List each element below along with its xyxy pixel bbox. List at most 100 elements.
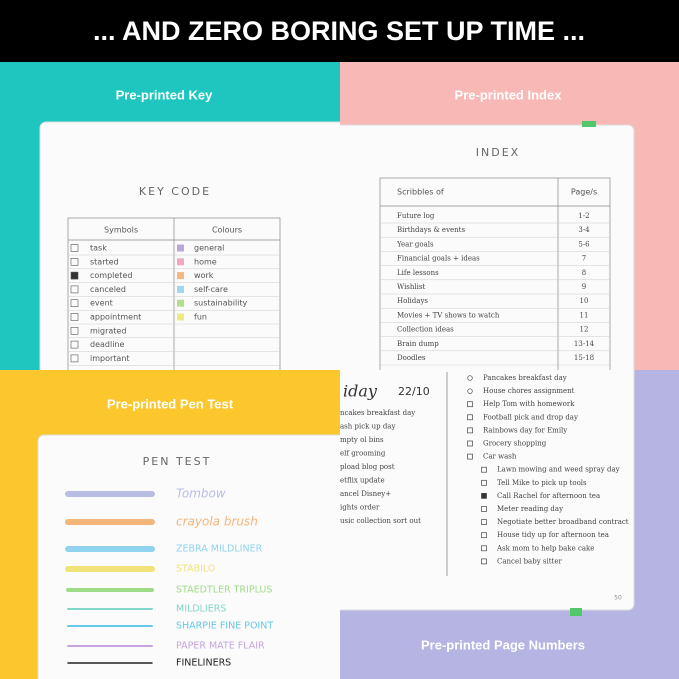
group: PEN TEST Tombow crayola brush ZEBRA MILDLIN… <box>65 455 273 669</box>
task: ncakes breakfast day <box>340 409 415 417</box>
task: House tidy up for afternoon tea <box>497 531 609 539</box>
daily-page <box>340 370 635 616</box>
table-header: Symbols <box>104 226 138 235</box>
symbol-name: important <box>90 354 130 363</box>
symbol-name: completed <box>90 271 132 280</box>
task: ash pick up day <box>340 423 395 431</box>
index-entry: Year goals <box>396 240 434 248</box>
task: Tell Mike to pick up tools <box>497 479 587 487</box>
pen-name: PAPER MATE FLAIR <box>176 641 265 652</box>
index-entry: Life lessons <box>397 269 439 277</box>
task: Rainbows day for Emily <box>483 426 567 434</box>
task: ights order <box>340 504 380 512</box>
colour-swatch <box>177 258 184 266</box>
checkbox <box>467 440 473 447</box>
index-page: 5-6 <box>578 240 590 248</box>
task: Grocery shopping <box>483 440 547 448</box>
checkbox <box>481 479 487 486</box>
colour-swatch <box>177 285 184 293</box>
task: ancel Disney+ <box>340 490 391 498</box>
index-page: 1-2 <box>578 212 589 220</box>
day-heading: iday <box>343 382 378 401</box>
banner-title: ... AND ZERO BORING SET UP TIME ... <box>93 16 585 46</box>
index-entry: Holidays <box>397 297 428 305</box>
index-page: 8 <box>582 269 586 277</box>
index-entry: Movies + TV shows to watch <box>397 311 500 319</box>
task: elf grooming <box>340 450 386 458</box>
colour-name: general <box>194 244 224 253</box>
task: Football pick and drop day <box>483 413 578 421</box>
key-title: KEY CODE <box>139 185 211 198</box>
checkbox <box>481 506 487 512</box>
colour-name: fun <box>194 313 207 322</box>
group: KEY CODE Symbols Colours task started complet… <box>68 185 280 366</box>
panel-label: Pre-printed Index <box>455 87 563 102</box>
task: mpty ol bins <box>340 436 384 444</box>
colour-swatch <box>177 244 184 252</box>
symbol-icon <box>70 285 79 294</box>
page-number: 50 <box>614 595 622 602</box>
colour-swatch <box>177 299 184 307</box>
checkbox <box>467 414 473 421</box>
index-entry: Brain dump <box>397 340 439 348</box>
task: Ask mom to help bake cake <box>496 544 594 552</box>
symbol-icon <box>70 326 79 335</box>
group: INDEX Scribbles of Page/s Future log 1-2 Birt… <box>380 146 610 366</box>
checkbox <box>481 519 487 525</box>
checkbox <box>481 558 487 565</box>
day-date: 22/10 <box>398 385 430 398</box>
symbol-icon <box>70 299 79 308</box>
pen-name: Tombow <box>176 487 226 501</box>
index-entry: Birthdays & events <box>397 226 465 234</box>
colour-swatch <box>177 313 184 321</box>
task: Car wash <box>483 453 517 461</box>
symbol-icon <box>70 354 79 363</box>
group: iday 22/10 ncakes breakfast day ash pick up… <box>340 374 629 602</box>
task: Meter reading day <box>497 505 563 513</box>
pen-name: STAEDTLER TRIPLUS <box>176 585 272 596</box>
symbol-name: appointment <box>90 313 141 322</box>
symbol-icon <box>70 271 79 280</box>
pen-name: SHARPIE FINE POINT <box>176 621 273 632</box>
checkbox <box>467 375 473 381</box>
checkbox <box>481 545 487 552</box>
index-entry: Financial goals + ideas <box>397 255 480 263</box>
key-page <box>39 121 340 370</box>
index-entry: Wishlist <box>397 283 425 291</box>
checkbox <box>467 427 473 434</box>
checkbox <box>481 493 487 499</box>
panel-label: Pre-printed Pen Test <box>107 396 234 411</box>
colour-name: home <box>194 257 217 266</box>
task: Negotiate better broadband contract <box>497 518 629 526</box>
symbol-icon <box>70 340 79 349</box>
task: Help Tom with homework <box>483 400 575 408</box>
index-entry: Collection ideas <box>397 326 454 334</box>
task: Call Rachel for afternoon tea <box>497 492 600 500</box>
table-header: Scribbles of <box>397 188 444 197</box>
checkbox <box>481 532 487 539</box>
banner-bg <box>0 0 679 62</box>
pen-name: crayola brush <box>176 515 258 529</box>
colour-swatch <box>177 272 184 280</box>
task: pload blog post <box>340 463 395 471</box>
index-title: INDEX <box>476 146 520 159</box>
checkbox <box>467 388 473 394</box>
symbol-icon <box>70 313 79 321</box>
colour-name: self-care <box>194 285 228 294</box>
index-page <box>340 121 635 370</box>
index-page: 3-4 <box>578 226 590 234</box>
pen-title: PEN TEST <box>143 455 212 468</box>
pen-name: STABILO <box>176 564 215 575</box>
index-page: 15-18 <box>574 354 594 362</box>
checkbox <box>467 453 473 460</box>
task: usic collection sort out <box>340 517 421 525</box>
task: Lawn mowing and weed spray day <box>497 466 620 474</box>
symbol-icon <box>70 257 79 266</box>
table-header: Colours <box>212 226 242 235</box>
table-header: Page/s <box>571 188 597 197</box>
panel-label: Pre-printed Page Numbers <box>421 637 585 652</box>
index-page: 9 <box>582 283 586 291</box>
index-entry: Doodles <box>397 354 426 362</box>
index-page: 13-14 <box>574 340 595 348</box>
